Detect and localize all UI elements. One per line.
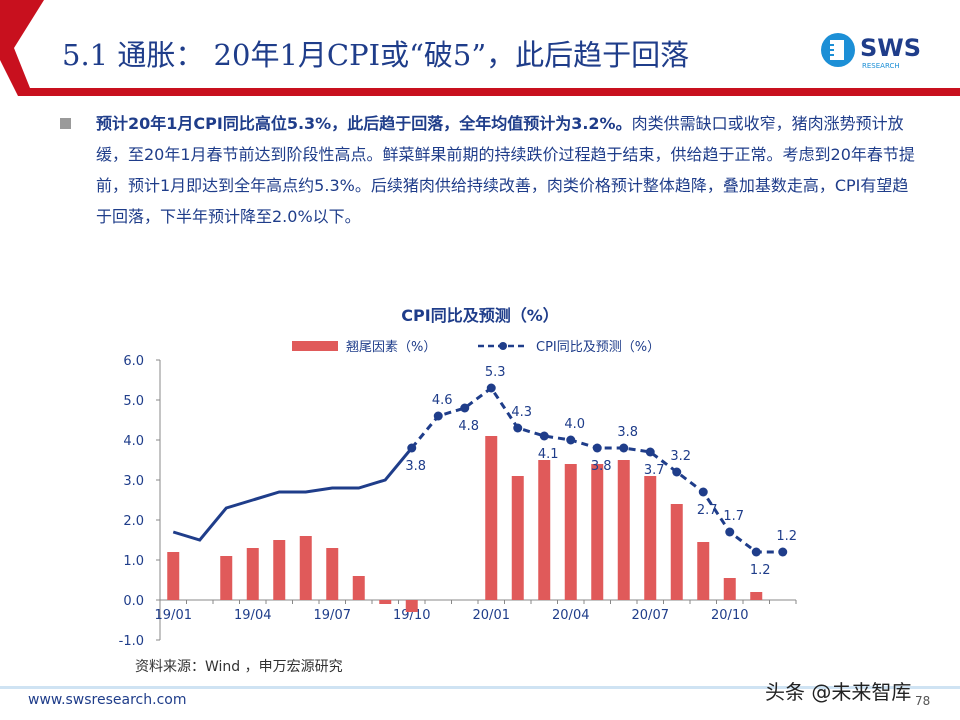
y-tick-label: -1.0 [119,634,144,649]
sws-logo: SWS RESEARCH [821,33,921,70]
cpi-point-20/04 [566,435,576,445]
bar-19/01 [167,552,180,600]
cpi-data-label: 1.7 [723,509,744,524]
cpi-data-label: 4.8 [458,419,479,434]
summary-paragraph: 预计20年1月CPI同比高位5.3%，此后趋于回落，全年均值预计为3.2%。肉类… [96,108,916,232]
cpi-point-20/09 [698,487,708,497]
bar-20/06 [617,460,630,600]
cpi-data-label: 3.8 [617,425,638,440]
cpi-data-label: 3.8 [591,459,612,474]
bar-20/01 [485,436,498,600]
y-tick-label: 2.0 [123,514,144,529]
bar-20/11 [750,592,763,600]
cpi-data-label: 3.2 [670,449,691,464]
y-tick-label: 0.0 [123,594,144,609]
cpi-data-label: 4.6 [432,393,453,408]
bar-19/05 [273,540,286,600]
bar-19/09 [379,600,392,604]
cpi-data-label: 4.1 [538,447,559,462]
y-tick-label: 3.0 [123,474,144,489]
bar-20/03 [538,460,551,600]
x-tick-label: 19/04 [234,608,271,623]
x-tick-label: 19/01 [155,608,192,623]
cpi-point-20/01 [486,383,496,393]
page-number: 78 [915,694,931,708]
bullet-icon [60,118,71,129]
y-tick-label: 6.0 [123,354,144,369]
legend-bar-swatch [292,340,338,351]
footer-divider [0,686,960,689]
legend-bar-label: 翘尾因素（%） [346,340,437,355]
svg-text:RESEARCH: RESEARCH [862,62,900,70]
x-tick-label: 19/10 [393,608,430,623]
summary-bold: 预计20年1月CPI同比高位5.3%，此后趋于回落，全年均值预计为3.2%。 [96,114,632,133]
cpi-point-19/11 [433,411,443,421]
bar-20/08 [670,504,683,600]
cpi-point-19/10 [407,443,417,453]
cpi-point-20/10 [725,527,735,537]
y-tick-label: 1.0 [123,554,144,569]
bar-20/02 [511,476,524,600]
cpi-point-20/03 [539,431,549,441]
cpi-data-label: 4.0 [564,417,585,432]
cpi-actual-line [172,447,413,542]
bar-20/10 [723,578,736,600]
legend-bar: 翘尾因素（%） [292,336,436,355]
x-tick-label: 20/04 [552,608,589,623]
footer-url[interactable]: www.swsresearch.com [28,692,187,708]
cpi-point-20/06 [619,443,629,453]
bar-19/10 [405,600,418,612]
cpi-point-20/07 [645,447,655,457]
bar-19/04 [246,548,259,600]
source-note: 资料来源：Wind ，申万宏源研究 [135,659,343,675]
svg-text:SWS: SWS [860,34,921,62]
legend-line: CPI同比及预测（%） [478,336,660,355]
cpi-point-20/08 [672,467,682,477]
x-tick-label: 20/10 [711,608,748,623]
summary-text: 肉类供需缺口或收窄，猪肉涨势预计放缓，至20年1月春节前达到阶段性高点。鲜菜鲜果… [96,114,915,226]
bar-19/07 [326,548,339,600]
legend-line-label: CPI同比及预测（%） [536,340,661,355]
cpi-data-label: 2.7 [697,503,718,518]
cpi-data-label: 3.8 [405,459,426,474]
bar-20/04 [564,464,577,600]
cpi-point-20/02 [513,423,523,433]
cpi-point-20/12 [778,547,788,557]
x-tick-label: 20/07 [632,608,669,623]
cpi-point-20/05 [592,443,602,453]
x-tick-label: 20/01 [473,608,510,623]
cpi-data-label: 3.7 [644,463,665,478]
y-tick-label: 4.0 [123,434,144,449]
cpi-data-label: 1.2 [750,563,771,578]
cpi-point-20/11 [751,547,761,557]
watermark: 头条 @未来智库 [765,680,912,704]
bar-20/07 [644,476,657,600]
cpi-data-label: 1.2 [776,529,797,544]
cpi-data-label: 5.3 [485,365,506,380]
page-title: 5.1 通胀： 20年1月CPI或“破5”，此后趋于回落 [62,38,690,72]
cpi-data-label: 4.3 [511,405,532,420]
cpi-point-19/12 [460,403,470,413]
y-tick-label: 5.0 [123,394,144,409]
bar-19/08 [352,576,365,600]
bar-20/05 [591,464,604,600]
bar-19/03 [220,556,233,600]
bar-20/09 [697,542,710,600]
x-tick-label: 19/07 [314,608,351,623]
legend-line-swatch [478,341,528,350]
chart-title: CPI同比及预测（%） [401,306,559,325]
bar-19/06 [299,536,312,600]
